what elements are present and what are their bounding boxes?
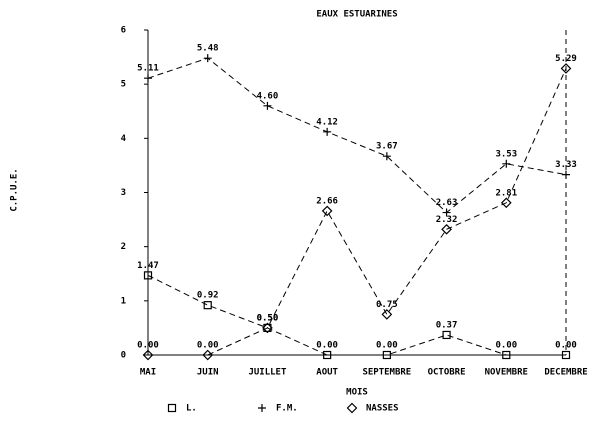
y-tick-label: 4	[121, 134, 127, 144]
point-marker	[442, 208, 451, 217]
point-marker	[321, 205, 333, 217]
point-marker	[381, 309, 393, 320]
point-marker	[502, 350, 511, 360]
point-marker	[263, 323, 272, 333]
data-label: 2.81	[495, 188, 517, 198]
legend-marker	[346, 402, 358, 414]
point-marker	[323, 350, 332, 360]
legend-marker	[258, 404, 266, 412]
legend-label: L.	[186, 404, 197, 414]
y-tick-label: 1	[121, 296, 126, 306]
point-marker	[442, 330, 451, 340]
point-marker	[323, 127, 332, 136]
data-label: 0.00	[376, 341, 398, 351]
legend-marker	[167, 403, 177, 413]
point-marker	[500, 197, 512, 209]
data-label: 0.75	[376, 300, 398, 310]
point-marker	[202, 349, 214, 361]
data-label: 0.00	[495, 341, 517, 351]
data-label: 5.48	[197, 44, 219, 54]
data-label: 1.47	[137, 261, 159, 271]
data-label: 2.32	[436, 215, 458, 225]
point-marker	[560, 63, 572, 74]
point-marker	[382, 152, 391, 161]
data-label: 5.29	[555, 54, 577, 64]
series-line	[147, 57, 567, 214]
data-label: 2.63	[436, 198, 458, 208]
data-label: 0.00	[137, 341, 159, 351]
point-marker	[143, 271, 153, 280]
data-label: 0.50	[257, 313, 279, 323]
y-tick-label: 3	[121, 188, 126, 198]
data-label: 0.37	[436, 320, 458, 330]
point-marker	[203, 54, 212, 63]
point-marker	[562, 170, 570, 179]
x-tick-label: MAI	[140, 368, 156, 378]
data-label: 5.11	[137, 64, 159, 74]
point-marker	[144, 74, 152, 83]
data-label: 0.50	[257, 313, 279, 323]
y-tick-label: 0	[121, 351, 126, 361]
point-marker	[262, 322, 273, 334]
x-tick-label: JUIN	[197, 368, 219, 378]
point-marker	[263, 101, 272, 110]
data-label: 3.53	[495, 149, 517, 159]
legend-label: NASSES	[366, 404, 399, 414]
x-tick-label: JUILLET	[248, 368, 287, 378]
y-tick-label: 5	[121, 80, 126, 90]
data-label: 3.67	[376, 142, 398, 152]
y-axis-label: C.P.U.E.	[10, 168, 20, 211]
data-label: 2.66	[316, 196, 338, 206]
x-tick-label: SEPTEMBRE	[362, 368, 411, 378]
x-tick-label: NOVEMBRE	[485, 368, 528, 378]
point-marker	[203, 301, 212, 310]
data-label: 0.00	[316, 341, 338, 351]
x-tick-label: DECEMBRE	[544, 368, 587, 378]
data-label: 0.00	[197, 341, 219, 351]
data-label: 3.33	[555, 160, 577, 170]
legend-label: F.M.	[276, 404, 298, 414]
x-tick-label: AOUT	[316, 368, 338, 378]
point-marker	[441, 223, 452, 235]
point-marker	[382, 350, 391, 360]
series-line	[147, 274, 566, 356]
x-tick-label: OCTOBRE	[428, 368, 466, 378]
series-line	[148, 68, 567, 356]
y-tick-label: 2	[121, 242, 126, 252]
data-label: 4.60	[257, 91, 279, 101]
x-axis-label: MOIS	[346, 388, 368, 398]
data-label: 4.12	[316, 117, 338, 127]
point-marker	[561, 350, 571, 360]
chart-title: EAUX ESTUARINES	[316, 10, 397, 20]
data-label: 0.00	[555, 341, 577, 351]
point-marker	[142, 349, 154, 361]
y-tick-label: 6	[121, 26, 126, 36]
data-label: 0.92	[197, 291, 219, 301]
point-marker	[502, 159, 511, 168]
